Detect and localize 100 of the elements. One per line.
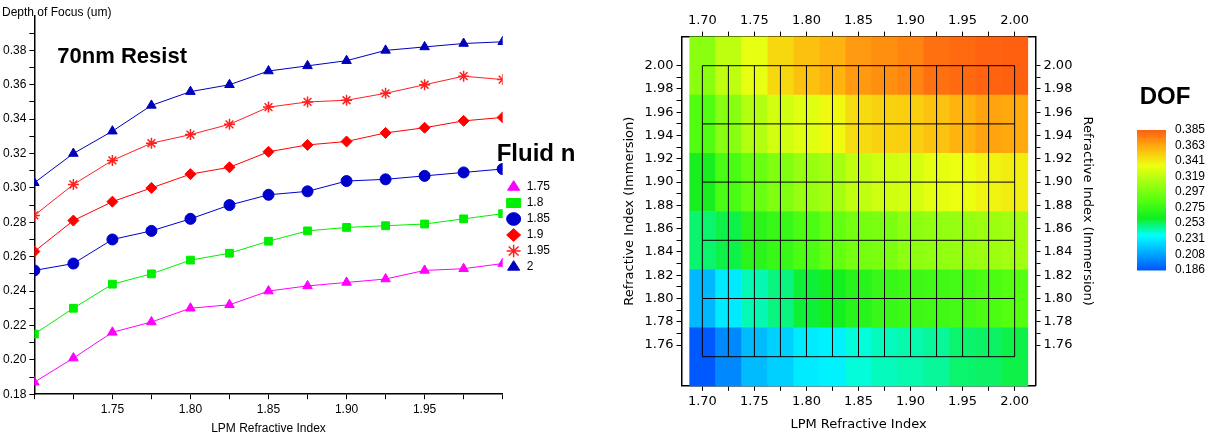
x2-tick-label: 1.80 [791,12,821,28]
point [184,212,197,225]
y-tick-label: 1.88 [644,196,674,212]
point [302,59,313,70]
y2-tick-label: 1.94 [1043,126,1073,142]
point [184,168,197,181]
y2-tick-label: 1.80 [1043,289,1073,305]
y2-tick-label: 1.96 [1043,103,1073,119]
point [459,214,469,224]
point [262,188,275,201]
point [145,224,158,237]
point [341,276,352,286]
x-tick-label: 1.85 [256,401,281,416]
x2-tick-label: 1.85 [844,12,873,28]
point [458,37,469,47]
y-tick-label: 0.20 [3,352,27,367]
point [224,78,235,89]
point [223,118,236,131]
point [185,302,196,312]
color-bar-label: 0.253 [1175,215,1206,230]
x-tick-label: 1.90 [896,392,926,408]
point [418,121,431,134]
x-tick-label: 1.95 [948,392,978,408]
x2-tick-label: 2.00 [1000,12,1030,28]
y-tick-label: 0.34 [3,111,27,126]
color-bar-label: 0.363 [1175,137,1206,152]
x-tick-label: 1.80 [791,392,821,408]
x-tick-label: 1.85 [844,392,873,408]
y-tick-label: 0.22 [3,317,27,332]
color-bar-label: 0.186 [1175,262,1206,277]
point [418,169,431,182]
y-tick-label: 2.00 [644,57,674,73]
point [223,199,236,212]
color-bar-label: 0.297 [1175,184,1206,199]
point [224,298,235,309]
y-axis-title: Refractive Index (Immersion) [621,116,637,306]
point [263,285,274,295]
point [225,248,234,258]
point [303,226,312,236]
point [379,126,392,139]
x-tick-label: 1.75 [100,401,125,416]
point [68,147,79,157]
color-bar-label: 0.208 [1175,246,1206,261]
x-tick-label: 2.00 [1000,392,1030,408]
point [147,269,156,279]
color-bar-label: 0.385 [1175,122,1206,137]
point [107,125,118,135]
y-tick-label: 1.92 [644,150,674,166]
color-bar-label: 0.341 [1175,153,1206,168]
y2-tick-label: 1.88 [1043,196,1073,212]
y-tick-label: 0.32 [3,145,27,160]
point [419,40,430,51]
x2-tick-label: 1.95 [948,12,978,28]
point [68,352,79,362]
point [340,175,353,188]
point [106,154,119,167]
point [457,69,470,83]
legend-label: 1.8 [526,195,544,210]
point [106,195,119,208]
point [458,262,469,272]
y-tick-label: 0.28 [3,214,27,229]
y2-tick-label: 1.78 [1043,313,1073,329]
point [146,316,157,326]
point [380,273,391,283]
y-tick-label: 1.82 [644,266,674,282]
legend-label: 1.9 [526,227,544,242]
y2-tick-label: 1.76 [1043,336,1073,352]
point [340,93,353,107]
point [68,303,78,313]
y-tick-label: 1.98 [644,80,674,96]
point [420,219,429,229]
color-bar-label: 0.275 [1175,199,1206,214]
legend-label: 2 [526,259,534,274]
point [107,326,118,336]
y-tick-label: 0.24 [3,283,27,298]
point [457,114,470,127]
point [67,257,80,270]
y-tick-label: 1.84 [644,243,674,259]
point [340,135,353,148]
y-tick-label: 1.94 [644,126,674,142]
point [145,136,158,150]
y-tick-label: 0.18 [3,386,27,401]
point [186,255,195,265]
y2-tick-label: 1.86 [1043,220,1073,236]
y-tick-label: 0.38 [3,42,27,57]
x-tick-label: 1.90 [334,401,359,416]
point [263,65,274,75]
y2-axis-title: Refractive Index (Immersion) [1080,116,1096,306]
x2-tick-label: 1.90 [896,12,926,28]
color-bar-label: 0.231 [1175,230,1206,245]
y-tick-label: 1.90 [644,173,674,189]
y-tick-label: 0.30 [3,180,27,195]
x-tick-label: 1.95 [412,401,437,416]
point [380,44,391,54]
annotation: 70nm Resist [57,43,188,69]
point [106,233,119,246]
legend-label: 1.75 [526,179,551,194]
point [301,138,314,151]
point [381,221,390,231]
y2-tick-label: 1.98 [1043,80,1073,96]
